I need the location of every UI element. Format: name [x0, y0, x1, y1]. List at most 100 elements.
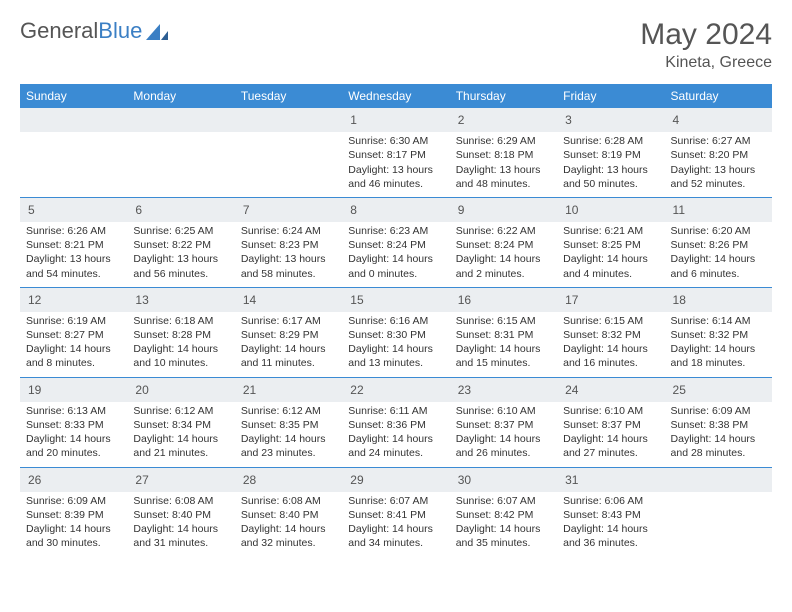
day-cell	[20, 108, 127, 197]
day-cell: 15Sunrise: 6:16 AMSunset: 8:30 PMDayligh…	[342, 287, 449, 377]
day-cell: 24 Sunrise: 6:10 AMSunset: 8:37 PMDayligh…	[557, 377, 664, 467]
day-number: 30	[456, 470, 551, 490]
day-info: Sunrise: 6:13 AMSunset: 8:33 PMDaylight:…	[24, 404, 123, 461]
sunset-text: Sunset: 8:43 PM	[563, 508, 658, 522]
logo-part1: General	[20, 18, 98, 43]
day-number-wrap: 11	[665, 198, 772, 222]
day-number-wrap: 1	[342, 108, 449, 132]
sunset-text: Sunset: 8:38 PM	[671, 418, 766, 432]
day-info: Sunrise: 6:22 AMSunset: 8:24 PMDaylight:…	[454, 224, 553, 281]
day-cell: 27Sunrise: 6:08 AMSunset: 8:40 PMDayligh…	[127, 467, 234, 556]
sunset-text: Sunset: 8:37 PM	[563, 418, 658, 432]
day-cell: 22Sunrise: 6:11 AMSunset: 8:36 PMDayligh…	[342, 377, 449, 467]
logo-text: GeneralBlue	[20, 18, 142, 44]
day-cell: 14Sunrise: 6:17 AMSunset: 8:29 PMDayligh…	[235, 287, 342, 377]
day-info: Sunrise: 6:24 AMSunset: 8:23 PMDaylight:…	[239, 224, 338, 281]
day-number-wrap: 24	[557, 378, 664, 402]
day-info: Sunrise: 6:30 AMSunset: 8:17 PMDaylight:…	[346, 134, 445, 191]
sunrise-text: Sunrise: 6:30 AM	[348, 134, 443, 148]
day-number: 22	[348, 380, 443, 400]
sunrise-text: Sunrise: 6:26 AM	[26, 224, 121, 238]
daylight-text: Daylight: 14 hours and 13 minutes.	[348, 342, 443, 370]
day-number-wrap: 18	[665, 288, 772, 312]
day-number: 12	[26, 290, 121, 310]
col-fri: Friday	[557, 84, 664, 108]
week-row: 19Sunrise: 6:13 AMSunset: 8:33 PMDayligh…	[20, 377, 772, 467]
day-number-wrap: 2	[450, 108, 557, 132]
day-info: Sunrise: 6:19 AMSunset: 8:27 PMDaylight:…	[24, 314, 123, 371]
daylight-text: Daylight: 14 hours and 36 minutes.	[563, 522, 658, 550]
day-number-wrap: 14	[235, 288, 342, 312]
sunrise-text: Sunrise: 6:07 AM	[348, 494, 443, 508]
day-cell: 16Sunrise: 6:15 AMSunset: 8:31 PMDayligh…	[450, 287, 557, 377]
day-number: 7	[241, 200, 336, 220]
day-number: 27	[133, 470, 228, 490]
sunrise-text: Sunrise: 6:11 AM	[348, 404, 443, 418]
day-number: 9	[456, 200, 551, 220]
sunrise-text: Sunrise: 6:15 AM	[563, 314, 658, 328]
day-cell: 3Sunrise: 6:28 AMSunset: 8:19 PMDaylight…	[557, 108, 664, 197]
day-number-wrap: 29	[342, 468, 449, 492]
daylight-text: Daylight: 14 hours and 24 minutes.	[348, 432, 443, 460]
day-info: Sunrise: 6:15 AMSunset: 8:32 PMDaylight:…	[561, 314, 660, 371]
sunset-text: Sunset: 8:23 PM	[241, 238, 336, 252]
calendar-table: Sunday Monday Tuesday Wednesday Thursday…	[20, 84, 772, 556]
day-number: 29	[348, 470, 443, 490]
daylight-text: Daylight: 13 hours and 46 minutes.	[348, 163, 443, 191]
day-info: Sunrise: 6:09 AMSunset: 8:39 PMDaylight:…	[24, 494, 123, 551]
day-number-wrap: 31	[557, 468, 664, 492]
daylight-text: Daylight: 14 hours and 27 minutes.	[563, 432, 658, 460]
daylight-text: Daylight: 14 hours and 28 minutes.	[671, 432, 766, 460]
sunrise-text: Sunrise: 6:19 AM	[26, 314, 121, 328]
day-number-wrap: 27	[127, 468, 234, 492]
col-sat: Saturday	[665, 84, 772, 108]
sunrise-text: Sunrise: 6:21 AM	[563, 224, 658, 238]
day-number: 26	[26, 470, 121, 490]
sunset-text: Sunset: 8:32 PM	[671, 328, 766, 342]
day-number-wrap: 19	[20, 378, 127, 402]
col-mon: Monday	[127, 84, 234, 108]
day-cell: 12 Sunrise: 6:19 AMSunset: 8:27 PMDayligh…	[20, 287, 127, 377]
sunrise-text: Sunrise: 6:12 AM	[241, 404, 336, 418]
sunrise-text: Sunrise: 6:10 AM	[563, 404, 658, 418]
sunset-text: Sunset: 8:35 PM	[241, 418, 336, 432]
day-info: Sunrise: 6:29 AMSunset: 8:18 PMDaylight:…	[454, 134, 553, 191]
daylight-text: Daylight: 14 hours and 10 minutes.	[133, 342, 228, 370]
day-number: 24	[563, 380, 658, 400]
sunrise-text: Sunrise: 6:20 AM	[671, 224, 766, 238]
day-cell	[127, 108, 234, 197]
day-number-wrap: 8	[342, 198, 449, 222]
day-number: 2	[456, 110, 551, 130]
day-number: 20	[133, 380, 228, 400]
sunset-text: Sunset: 8:25 PM	[563, 238, 658, 252]
day-number-wrap: 5	[20, 198, 127, 222]
sunset-text: Sunset: 8:19 PM	[563, 148, 658, 162]
day-info: Sunrise: 6:07 AMSunset: 8:42 PMDaylight:…	[454, 494, 553, 551]
sunset-text: Sunset: 8:32 PM	[563, 328, 658, 342]
sunset-text: Sunset: 8:39 PM	[26, 508, 121, 522]
day-number: 21	[241, 380, 336, 400]
daylight-text: Daylight: 14 hours and 20 minutes.	[26, 432, 121, 460]
day-number-wrap: 22	[342, 378, 449, 402]
day-number: 5	[26, 200, 121, 220]
day-info: Sunrise: 6:09 AMSunset: 8:38 PMDaylight:…	[669, 404, 768, 461]
sunrise-text: Sunrise: 6:23 AM	[348, 224, 443, 238]
day-cell	[235, 108, 342, 197]
sunset-text: Sunset: 8:18 PM	[456, 148, 551, 162]
month-title: May 2024	[640, 18, 772, 52]
daylight-text: Daylight: 14 hours and 30 minutes.	[26, 522, 121, 550]
day-cell: 2 Sunrise: 6:29 AMSunset: 8:18 PMDaylight…	[450, 108, 557, 197]
sunrise-text: Sunrise: 6:08 AM	[241, 494, 336, 508]
day-number-wrap: 6	[127, 198, 234, 222]
day-number-wrap: 13	[127, 288, 234, 312]
day-info: Sunrise: 6:21 AMSunset: 8:25 PMDaylight:…	[561, 224, 660, 281]
sunset-text: Sunset: 8:24 PM	[348, 238, 443, 252]
sunset-text: Sunset: 8:22 PM	[133, 238, 228, 252]
day-number-wrap: 12	[20, 288, 127, 312]
sunset-text: Sunset: 8:34 PM	[133, 418, 228, 432]
daylight-text: Daylight: 13 hours and 52 minutes.	[671, 163, 766, 191]
day-cell	[665, 467, 772, 556]
sunrise-text: Sunrise: 6:18 AM	[133, 314, 228, 328]
week-row: 12 Sunrise: 6:19 AMSunset: 8:27 PMDayligh…	[20, 287, 772, 377]
sunrise-text: Sunrise: 6:25 AM	[133, 224, 228, 238]
